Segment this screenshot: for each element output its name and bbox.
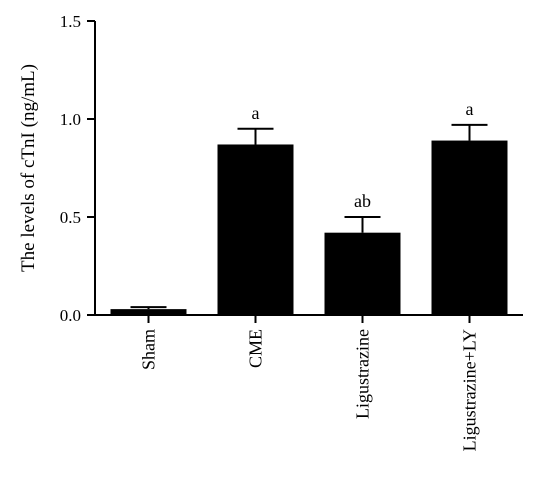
bar-sham bbox=[110, 309, 187, 315]
bar-ligustrazine bbox=[324, 232, 401, 315]
y-tick-label: 1.5 bbox=[60, 12, 81, 31]
y-tick-label: 0.5 bbox=[60, 208, 81, 227]
labels: 0.0 0.5 1.0 1.5 Sham a CME ab Ligustrazine a Ligus… bbox=[60, 12, 480, 451]
y-tick-label: 1.0 bbox=[60, 110, 81, 129]
y-axis-label: The levels of cTnI (ng/mL) bbox=[18, 64, 39, 272]
y-tick-label: 0.0 bbox=[60, 306, 81, 325]
bar-ligustrazine-ly bbox=[431, 140, 508, 315]
bars bbox=[110, 123, 508, 315]
significance-label: a bbox=[466, 99, 474, 119]
x-tick-label: Ligustrazine+LY bbox=[460, 329, 480, 451]
x-tick-label: CME bbox=[246, 329, 266, 368]
bar-cme bbox=[217, 144, 294, 315]
significance-label: a bbox=[252, 103, 260, 123]
x-tick-label: Ligustrazine bbox=[353, 329, 373, 419]
x-tick-label: Sham bbox=[139, 329, 159, 370]
significance-label: ab bbox=[354, 191, 371, 211]
